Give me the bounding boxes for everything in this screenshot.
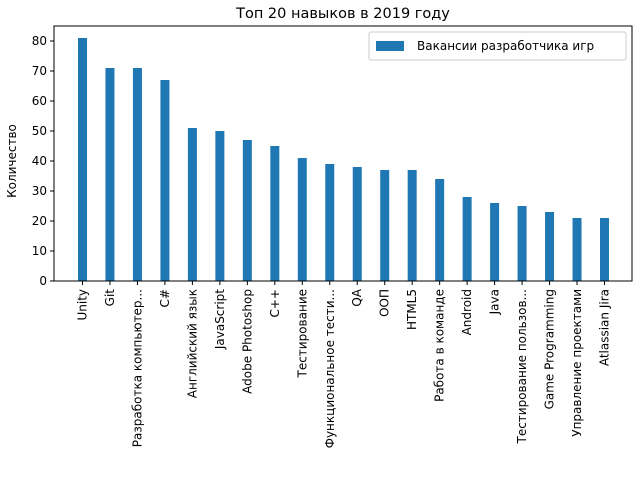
y-tick-label: 10: [32, 244, 47, 258]
legend-swatch: [376, 41, 404, 51]
bar: [435, 179, 445, 281]
bar: [215, 131, 225, 281]
bar: [517, 206, 527, 281]
x-tick-label: ООП: [378, 289, 392, 317]
bar: [132, 68, 142, 281]
y-tick-label: 0: [39, 274, 47, 288]
bar: [187, 128, 197, 281]
bar: [352, 167, 362, 281]
x-tick-label: Работа в команде: [433, 289, 447, 402]
y-tick-label: 60: [32, 94, 47, 108]
legend: Вакансии разработчика игр: [368, 31, 627, 61]
y-axis-label: Количество: [5, 124, 19, 198]
x-tick-label: Game Programming: [543, 289, 557, 409]
x-tick-label: HTML5: [405, 289, 419, 330]
bar: [78, 38, 87, 281]
bar: [105, 68, 115, 281]
y-tick-label: 40: [32, 154, 47, 168]
x-tick-label: Тестирование пользов...: [515, 289, 529, 445]
bar: [490, 203, 500, 281]
x-tick-label: Java: [488, 289, 502, 315]
bar: [270, 146, 280, 281]
x-tick-label: Управление проектами: [570, 289, 584, 437]
bar: [545, 212, 555, 281]
plot-frame: [53, 25, 633, 282]
x-tick-label: Unity: [76, 289, 90, 321]
legend-box: [368, 31, 627, 61]
x-tick-label: Atlassian Jira: [598, 289, 612, 366]
y-tick-label: 20: [32, 214, 47, 228]
x-tick-label: Тестирование: [295, 289, 309, 379]
bar: [297, 158, 307, 281]
x-tick-label: Функциональное тести...: [323, 289, 337, 448]
x-tick-label: JavaScript: [213, 289, 227, 350]
x-tick-label: Adobe Photoshop: [240, 289, 254, 394]
bar: [572, 218, 582, 281]
y-tick-label: 70: [32, 64, 47, 78]
x-tick-label: Android: [460, 289, 474, 335]
chart-title: Топ 20 навыков в 2019 году: [235, 6, 450, 22]
x-tick-label: C#: [158, 289, 172, 307]
bar: [160, 80, 170, 281]
y-tick-label: 80: [32, 34, 47, 48]
x-tick-label: C++: [268, 289, 282, 318]
x-tick-label: Разработка компьютер...: [130, 289, 144, 447]
x-tick-label: QA: [350, 288, 364, 306]
x-tick-label: Английский язык: [185, 289, 199, 398]
legend-label: Вакансии разработчика игр: [417, 39, 594, 53]
y-tick-label: 30: [32, 184, 47, 198]
bar: [462, 197, 472, 281]
bars-group: [78, 38, 609, 281]
bar: [242, 140, 252, 281]
bar: [600, 218, 609, 281]
y-tick-label: 50: [32, 124, 47, 138]
y-ticks-group: 0 10 20 30 40 50 60 70 80: [32, 34, 54, 288]
bar: [407, 170, 417, 281]
bar: [325, 164, 335, 281]
x-ticks-group: Unity Git Разработка компьютер... C# Английс…: [76, 281, 612, 448]
x-tick-label: Git: [103, 289, 117, 307]
bar: [380, 170, 390, 281]
